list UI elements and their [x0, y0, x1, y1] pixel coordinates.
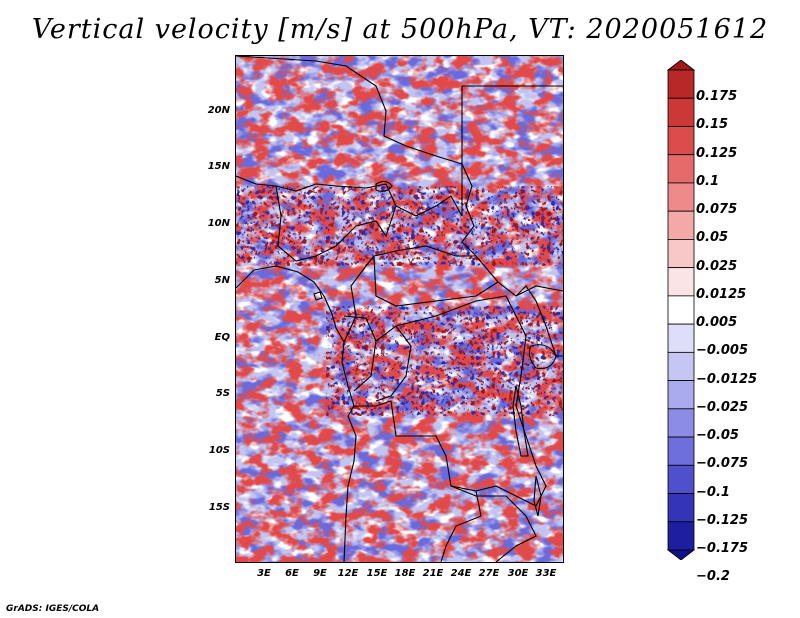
colorbar-bin — [667, 69, 695, 99]
border-zambia — [450, 485, 537, 562]
colorbar-label: −0.2 — [696, 569, 730, 585]
colorbar-bin — [667, 239, 695, 269]
border-niger-north — [236, 56, 463, 165]
border-sudan — [461, 163, 563, 297]
lon-label: 3E — [257, 568, 271, 579]
colorbar-label: −0.05 — [696, 428, 739, 444]
colorbar-label: 0.175 — [696, 89, 738, 105]
colorbar-bin — [667, 521, 695, 551]
lon-label: 21E — [422, 568, 444, 579]
colorbar-bin — [667, 408, 695, 438]
lon-label: 24E — [450, 568, 472, 579]
lake-malawi — [533, 475, 542, 517]
lat-label: EQ — [214, 332, 230, 343]
border-cameroon — [343, 255, 375, 343]
border-car — [373, 245, 499, 307]
lon-label: 15E — [366, 568, 388, 579]
colorbar-label: 0.15 — [696, 117, 729, 133]
colorbar-label: −0.075 — [696, 456, 749, 472]
colorbar-bin — [667, 351, 695, 381]
lon-label: 33E — [535, 568, 557, 579]
lat-label: 20N — [207, 105, 230, 116]
colorbar-label: −0.005 — [696, 343, 749, 359]
colorbar-bin — [667, 267, 695, 297]
lake-tanganyika — [512, 385, 529, 457]
footer-credit: GrADS: IGES/COLA — [6, 604, 100, 614]
colorbar-bin — [667, 323, 695, 353]
lake-victoria — [528, 344, 557, 370]
map-canvas — [236, 56, 563, 562]
lon-label: 18E — [394, 568, 416, 579]
lon-label: 27E — [478, 568, 500, 579]
lake-chad — [375, 180, 393, 192]
colorbar-label: −0.025 — [696, 399, 749, 415]
colorbar-label: 0.125 — [696, 145, 738, 161]
colorbar-label: −0.175 — [696, 541, 749, 556]
colorbar-bin — [667, 154, 695, 184]
lat-label: 15N — [207, 161, 230, 172]
lon-label: 30E — [507, 568, 529, 579]
colorbar-label: 0.005 — [696, 315, 738, 331]
lon-label: 12E — [337, 568, 359, 579]
border-angola — [354, 400, 482, 562]
colorbar-bin — [667, 436, 695, 466]
lat-label: 5S — [215, 388, 230, 399]
colorbar-bin — [667, 295, 695, 325]
lat-label: 10S — [208, 445, 230, 456]
colorbar-label: 0.0125 — [696, 286, 747, 302]
convective-band-north — [236, 186, 563, 266]
colorbar-bin — [667, 182, 695, 212]
coastlines-and-borders — [236, 56, 563, 562]
velocity-map — [235, 55, 564, 563]
border-nigeria — [275, 185, 397, 262]
colorbar-bin — [667, 493, 695, 523]
colorbar-bin — [667, 126, 695, 156]
colorbar-label: −0.0125 — [696, 371, 758, 387]
colorbar-label: 0.075 — [696, 202, 738, 218]
lat-label: 15S — [208, 502, 230, 513]
colorbar-top-arrow — [666, 60, 696, 71]
bioko-island — [313, 291, 323, 301]
border-drc — [395, 295, 547, 507]
lon-label: 6E — [285, 568, 299, 579]
colorbar-label: −0.125 — [696, 512, 749, 528]
colorbar-bin — [667, 380, 695, 410]
colorbar-label: −0.1 — [696, 484, 730, 500]
colorbar-bin — [667, 210, 695, 240]
colorbar-label: 0.05 — [696, 230, 729, 246]
colorbar-label: 0.1 — [696, 173, 720, 189]
lat-label: 10N — [207, 218, 230, 229]
lon-label: 9E — [313, 568, 327, 579]
convective-band-south — [326, 306, 563, 416]
colorbar-label: 0.025 — [696, 258, 738, 274]
west-africa-coast — [236, 265, 357, 562]
colorbar-bin — [667, 464, 695, 494]
border-chad — [461, 85, 563, 164]
lat-label: 5N — [214, 275, 230, 286]
border-gabon-congo — [343, 315, 412, 402]
map-title: Vertical velocity [m/s] at 500hPa, VT: 2… — [31, 14, 769, 45]
border-east — [515, 285, 563, 357]
colorbar-bin — [667, 97, 695, 127]
colorbar — [666, 60, 696, 560]
colorbar-bottom-arrow — [666, 549, 696, 560]
